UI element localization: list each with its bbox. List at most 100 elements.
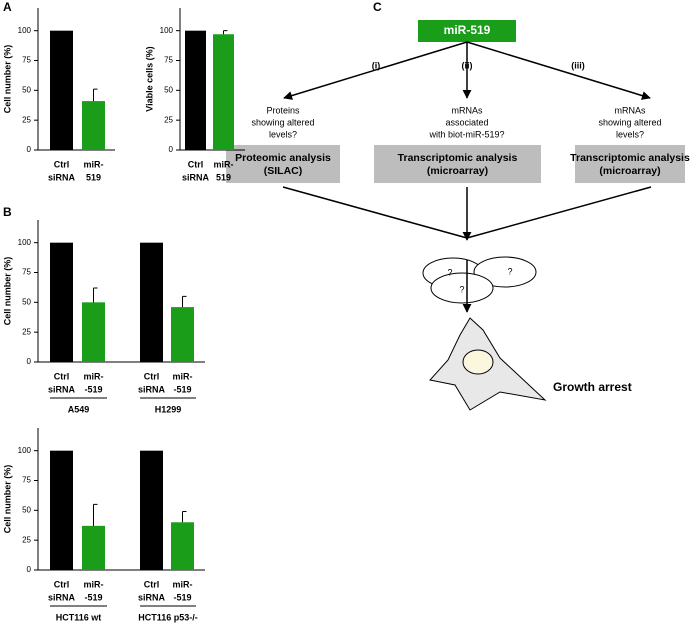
unknown: ? <box>507 266 512 276</box>
y-tick-label: 100 <box>18 238 32 247</box>
unknown: ? <box>447 267 452 277</box>
question: Proteins <box>266 105 300 115</box>
x-tick-label: 519 <box>216 172 231 182</box>
x-tick-label: miR- <box>84 579 104 589</box>
x-tick-label: Ctrl <box>54 159 70 169</box>
y-tick-label: 25 <box>22 535 31 544</box>
group-label: HCT116 wt <box>56 612 102 622</box>
y-tick-label: 0 <box>27 357 32 366</box>
method: Transcriptomic analysis <box>398 152 518 164</box>
question: showing altered <box>598 117 661 127</box>
x-tick-label: Ctrl <box>54 371 70 381</box>
branch-label: (i) <box>372 60 381 70</box>
y-tick-label: 100 <box>18 446 32 455</box>
x-tick-label: siRNA <box>48 592 76 602</box>
x-tick-label: siRNA <box>48 172 76 182</box>
source-label: miR-519 <box>444 23 491 37</box>
panel-label: B <box>3 205 12 219</box>
unknown: ? <box>459 284 464 294</box>
question: levels? <box>616 129 644 139</box>
x-tick-label: -519 <box>84 592 102 602</box>
x-tick-label: -519 <box>173 384 191 394</box>
error-bar <box>182 295 187 308</box>
y-tick-label: 100 <box>160 26 174 35</box>
error-bar <box>93 88 98 102</box>
y-axis-label: Cell number (%) <box>2 45 12 114</box>
x-tick-label: siRNA <box>138 384 166 394</box>
branches: (i) Proteins showing altered levels? Proteom… <box>226 60 690 183</box>
y-tick-label: 75 <box>22 268 31 277</box>
y-tick-label: 0 <box>169 145 174 154</box>
group-label: H1299 <box>155 404 182 414</box>
x-tick-label: Ctrl <box>144 371 160 381</box>
question: associated <box>445 117 488 127</box>
x-tick-label: Ctrl <box>54 579 70 589</box>
x-tick-label: -519 <box>84 384 102 394</box>
x-tick-label: -519 <box>173 592 191 602</box>
x-tick-label: siRNA <box>138 592 166 602</box>
bar <box>140 450 163 570</box>
bar <box>50 450 73 570</box>
y-tick-label: 50 <box>22 297 31 306</box>
panel-label: C <box>373 0 382 14</box>
x-tick-label: 519 <box>86 172 101 182</box>
y-axis-label: Cell number (%) <box>2 465 12 534</box>
method: Proteomic analysis <box>235 152 331 164</box>
x-tick-label: miR- <box>84 371 104 381</box>
bar <box>185 30 206 150</box>
x-tick-label: siRNA <box>182 172 210 182</box>
method: Transcriptomic analysis <box>570 152 690 164</box>
y-tick-label: 50 <box>22 505 31 514</box>
question: with biot-miR-519? <box>428 129 504 139</box>
unknown-bubbles <box>422 256 537 304</box>
y-tick-label: 0 <box>27 565 32 574</box>
error-bar <box>93 287 98 303</box>
panel-label: A <box>3 0 12 14</box>
x-tick-label: miR- <box>84 159 104 169</box>
method: (microarray) <box>427 165 488 177</box>
y-tick-label: 50 <box>164 85 173 94</box>
y-axis-label: Viable cells (%) <box>144 46 154 111</box>
y-tick-label: 75 <box>22 476 31 485</box>
nucleus <box>462 349 494 375</box>
x-tick-label: Ctrl <box>144 579 160 589</box>
question: mRNAs <box>452 105 483 115</box>
arrows <box>282 41 652 241</box>
y-tick-label: 100 <box>18 26 32 35</box>
method: (SILAC) <box>264 165 303 177</box>
y-tick-label: 25 <box>22 115 31 124</box>
y-tick-label: 25 <box>22 327 31 336</box>
y-tick-label: 0 <box>27 145 32 154</box>
x-tick-label: miR- <box>214 159 234 169</box>
bar <box>50 30 73 150</box>
x-tick-label: miR- <box>173 579 193 589</box>
y-axis-label: Cell number (%) <box>2 257 12 326</box>
method-box <box>575 145 685 183</box>
question: showing altered <box>251 117 314 127</box>
outcome: Growth arrest <box>553 380 632 394</box>
source-box <box>418 20 516 42</box>
bar <box>171 307 194 362</box>
y-tick-label: 75 <box>22 56 31 65</box>
x-tick-label: siRNA <box>48 384 76 394</box>
bar <box>50 242 73 362</box>
group-label: A549 <box>68 404 90 414</box>
y-tick-label: 50 <box>22 85 31 94</box>
error-bar <box>223 30 228 35</box>
x-tick-label: Ctrl <box>188 159 204 169</box>
charts: Cell number (%) 0 25 50 75 100 Ctrl siRNA miR- 51… <box>2 8 245 622</box>
bar <box>82 525 105 570</box>
group-label: HCT116 p53-/- <box>138 612 198 622</box>
bar <box>82 302 105 362</box>
branch-label: (iii) <box>571 60 585 70</box>
bar <box>82 101 105 150</box>
bar <box>171 522 194 570</box>
error-bar <box>93 503 98 526</box>
bar <box>213 34 234 150</box>
error-bar <box>182 511 187 523</box>
bar <box>140 242 163 362</box>
branch-label: (ii) <box>462 60 473 70</box>
method: (microarray) <box>599 165 660 177</box>
x-tick-label: miR- <box>173 371 193 381</box>
